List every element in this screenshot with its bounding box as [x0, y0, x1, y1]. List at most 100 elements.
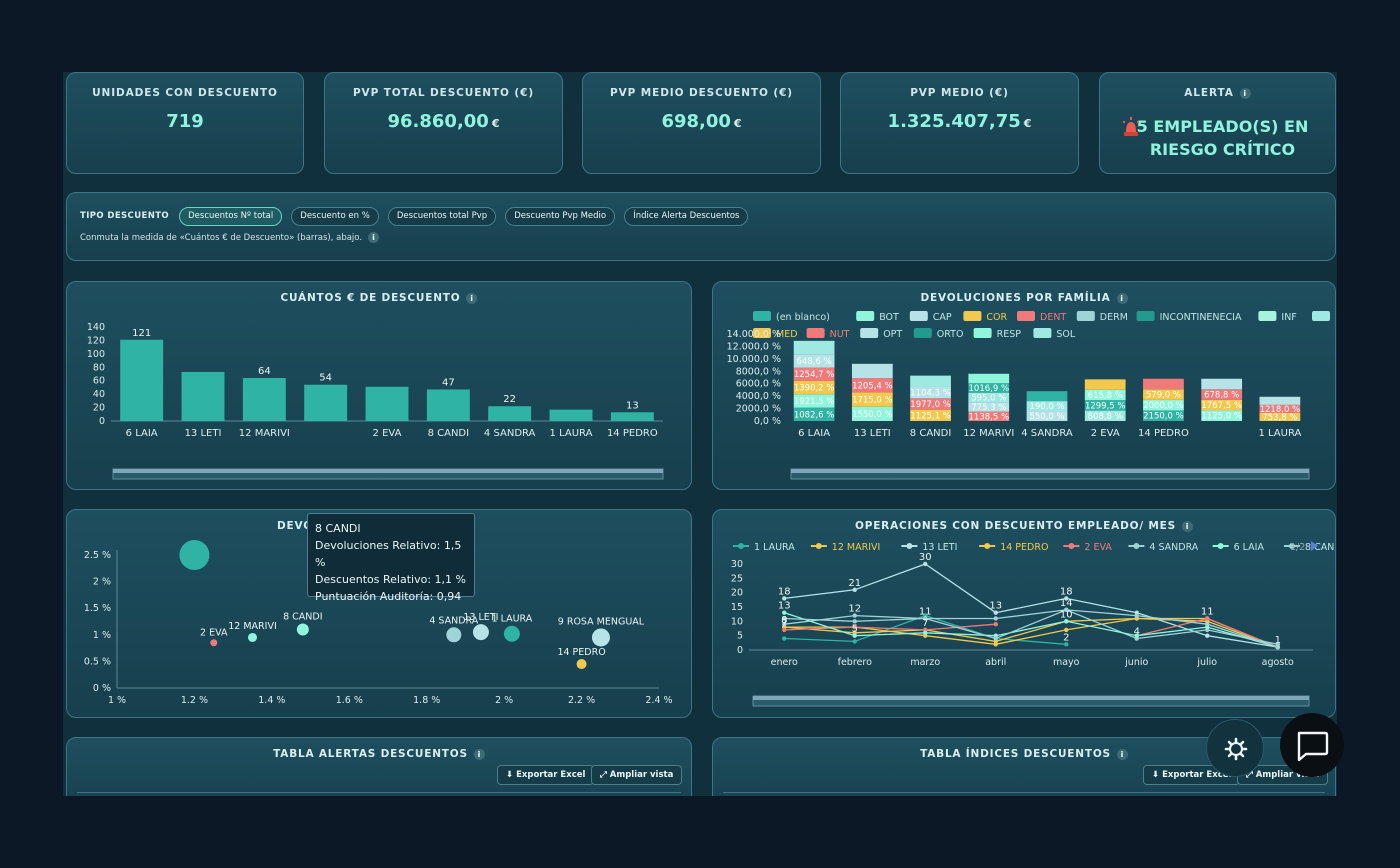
- x-tick-label: 12 MARIVI: [963, 428, 1014, 439]
- data-label: 615,8 %: [1088, 391, 1123, 401]
- data-label: 1254,7 %: [794, 370, 835, 380]
- chat-button[interactable]: [1280, 713, 1344, 777]
- series-line: [784, 617, 1279, 648]
- filter-option-percent[interactable]: Descuento en %: [291, 207, 379, 226]
- data-label: 1082,6 %: [794, 410, 835, 420]
- data-label: 1138,5 %: [969, 412, 1010, 422]
- scatter-point: [179, 540, 210, 570]
- data-label: 121: [132, 328, 151, 339]
- data-label: 54: [319, 373, 332, 384]
- kpi-card-pvp-total: PVP TOTAL DESCUENTO (€) 96.860,00 €: [324, 72, 563, 174]
- stack-segment: [968, 402, 1010, 412]
- y-tick-label: 10.000,0 %: [727, 354, 781, 365]
- stack-segment: [1201, 410, 1243, 421]
- filter-option-alert-index[interactable]: Índice Alerta Descuentos: [624, 207, 749, 226]
- series-point: [852, 619, 857, 624]
- legend-label: RESP: [997, 329, 1022, 340]
- legend-swatch: [1017, 311, 1035, 321]
- y-tick-label: 14.000,0 %: [727, 329, 781, 340]
- legend-marker: [906, 543, 913, 549]
- dashboard: UNIDADES CON DESCUENTO 719 PVP TOTAL DES…: [63, 72, 1337, 796]
- kpi-card-alert: ALERTA i 5 EMPLEADO(S) EN RIESGO CRÍTICO: [1099, 72, 1336, 174]
- point-label: 7: [922, 618, 928, 629]
- stack-segment: [1259, 404, 1301, 413]
- settings-button[interactable]: [1206, 719, 1264, 777]
- x-tick-label: 1 %: [108, 695, 126, 706]
- stack-segment: [1084, 400, 1126, 411]
- scatter-point: [472, 624, 489, 641]
- stack-segment: [1026, 401, 1068, 412]
- expand-view-button[interactable]: ⤢ Ampliar vista: [591, 765, 683, 785]
- legend-label: 14 PEDRO: [1000, 542, 1048, 553]
- table-alerts-card: TABLA ALERTAS DESCUENTOS i ⬇ Exportar Exc…: [66, 737, 692, 796]
- x-tick-label: 13 LETI: [854, 428, 891, 439]
- legend-label: DERM: [1100, 312, 1128, 323]
- stack-segment: [793, 367, 835, 381]
- bar: [488, 406, 532, 421]
- info-icon[interactable]: i: [1116, 292, 1128, 304]
- info-icon[interactable]: i: [1182, 520, 1193, 532]
- point-label: 30: [919, 552, 932, 563]
- tooltip-line: Puntuación Auditoría: 0,94: [315, 590, 462, 603]
- x-tick-label: agosto: [1262, 657, 1294, 668]
- filter-option-pvp-medio[interactable]: Descuento Pvp Medio: [505, 207, 616, 226]
- stack-segment: [968, 373, 1010, 384]
- stack-segment: [793, 340, 835, 355]
- x-tick-label: 13 LETI: [185, 428, 222, 439]
- point-label: 14 PEDRO: [557, 647, 605, 658]
- x-tick-label: 8 CANDI: [910, 428, 952, 439]
- point-label: 2 EVA: [200, 627, 228, 638]
- table-header: [77, 792, 681, 796]
- data-label: 22: [503, 394, 516, 405]
- point-label: 4: [1134, 627, 1140, 638]
- point-label: 7: [781, 618, 787, 629]
- kpi-number: 698,00: [661, 111, 731, 132]
- series-point: [782, 627, 787, 633]
- filter-option-total-pvp[interactable]: Descuentos total Pvp: [387, 207, 497, 226]
- y-tick-label: 20: [93, 403, 105, 414]
- legend-label: CAP: [933, 312, 952, 323]
- legend-next-icon: [1311, 541, 1318, 551]
- info-icon[interactable]: i: [368, 232, 380, 243]
- stack-segment: [1084, 379, 1126, 390]
- legend-marker: [984, 543, 991, 549]
- y-tick-label: 25: [731, 573, 743, 584]
- legend-label: SOL: [1056, 329, 1076, 340]
- series-point: [1205, 633, 1210, 638]
- data-label: 1205,4 %: [852, 381, 893, 391]
- stack-segment: [968, 383, 1010, 393]
- stack-segment: [793, 380, 835, 395]
- alert-text: 5 EMPLEADO(S) EN RIESGO CRÍTICO: [1120, 115, 1325, 161]
- kpi-title: PVP MEDIO (€): [910, 87, 1009, 99]
- x-tick-label: 4 SANDRA: [1021, 428, 1073, 439]
- bar: [181, 371, 225, 421]
- siren-icon: [1123, 117, 1139, 136]
- filter-row: TIPO DESCUENTO Descuentos Nº total Descu…: [80, 203, 752, 226]
- stack-segment: [1143, 389, 1184, 400]
- series-point: [1064, 627, 1069, 633]
- panel-title-text: TABLA ÍNDICES DESCUENTOS: [920, 748, 1111, 760]
- legend-label: (en blanco): [776, 312, 830, 323]
- data-label: 13: [626, 400, 639, 411]
- x-tick-label: 12 MARIVI: [239, 428, 290, 439]
- point-label: 1: [1275, 635, 1281, 646]
- filter-option-total[interactable]: Descuentos Nº total: [179, 207, 283, 226]
- series-point: [923, 561, 928, 567]
- legend-label: 1 LAURA: [754, 542, 795, 553]
- line-chart: 1 LAURA 12 MARIVI 13 LETI 14 PEDRO 2 EVA 4 SA…: [731, 541, 1335, 707]
- info-icon[interactable]: i: [1116, 748, 1128, 760]
- info-icon[interactable]: i: [473, 748, 485, 760]
- alert-title: ALERTA i: [1100, 87, 1335, 99]
- point-label: 11: [919, 606, 932, 617]
- tooltip-line: Descuentos Relativo: 1,1 %: [315, 573, 466, 586]
- info-icon[interactable]: i: [466, 292, 478, 304]
- point-label: 13: [778, 601, 791, 612]
- y-tick-label: 1 %: [93, 630, 111, 641]
- bar: [120, 339, 164, 421]
- info-icon[interactable]: i: [1239, 87, 1251, 99]
- export-excel-button[interactable]: ⬇ Exportar Excel: [497, 765, 595, 785]
- point-label: 4 SANDRA: [429, 615, 478, 626]
- legend-label: OPT: [883, 329, 902, 340]
- legend-label: 8 CANDI: [1305, 542, 1335, 553]
- stack-segment: [910, 386, 951, 399]
